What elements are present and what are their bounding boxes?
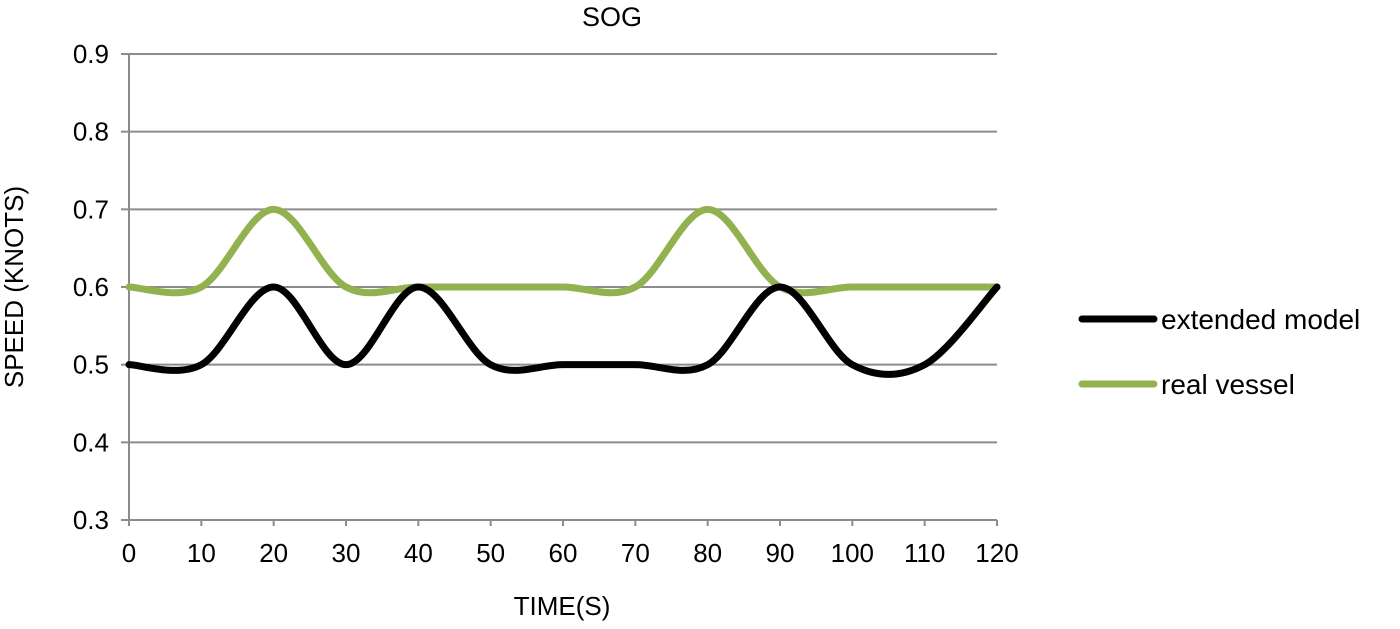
chart-title: SOG <box>582 2 642 32</box>
tick-labels: 0.3 0.4 0.5 0.6 0.7 0.8 0.9 0 10 20 30 40 50 60 70 80 90… <box>73 39 1019 568</box>
x-tick-label-1: 10 <box>187 538 216 568</box>
legend: extended model real vessel <box>1078 304 1360 400</box>
x-tick-label-9: 90 <box>766 538 795 568</box>
y-tick-label-3: 0.6 <box>73 272 109 302</box>
x-tick-label-7: 70 <box>621 538 650 568</box>
y-tick-label-2: 0.5 <box>73 350 109 380</box>
series-lines <box>125 205 1001 378</box>
x-tick-label-12: 120 <box>975 538 1018 568</box>
grid-lines <box>129 53 997 444</box>
legend-label-real-vessel: real vessel <box>1161 369 1295 400</box>
series-line-real-vessel <box>125 205 1001 297</box>
legend-label-extended-model: extended model <box>1161 304 1360 335</box>
x-tick-label-6: 60 <box>549 538 578 568</box>
x-tick-label-11: 110 <box>904 538 945 568</box>
y-tick-label-0: 0.3 <box>73 505 109 535</box>
x-axis-label: TIME(S) <box>514 591 611 621</box>
x-tick-label-8: 80 <box>693 538 722 568</box>
x-tick-label-5: 50 <box>476 538 505 568</box>
series-line-extended-model <box>125 283 1001 378</box>
y-tick-label-6: 0.9 <box>73 39 109 69</box>
y-tick-label-4: 0.7 <box>73 194 109 224</box>
x-tick-label-0: 0 <box>122 538 136 568</box>
x-tick-label-10: 100 <box>831 538 874 568</box>
y-tick-label-1: 0.4 <box>73 427 109 457</box>
y-axis-label: SPEED (KNOTS) <box>0 186 29 388</box>
x-tick-label-2: 20 <box>259 538 288 568</box>
x-tick-label-3: 30 <box>332 538 361 568</box>
x-tick-label-4: 40 <box>404 538 433 568</box>
y-tick-label-5: 0.8 <box>73 117 109 147</box>
